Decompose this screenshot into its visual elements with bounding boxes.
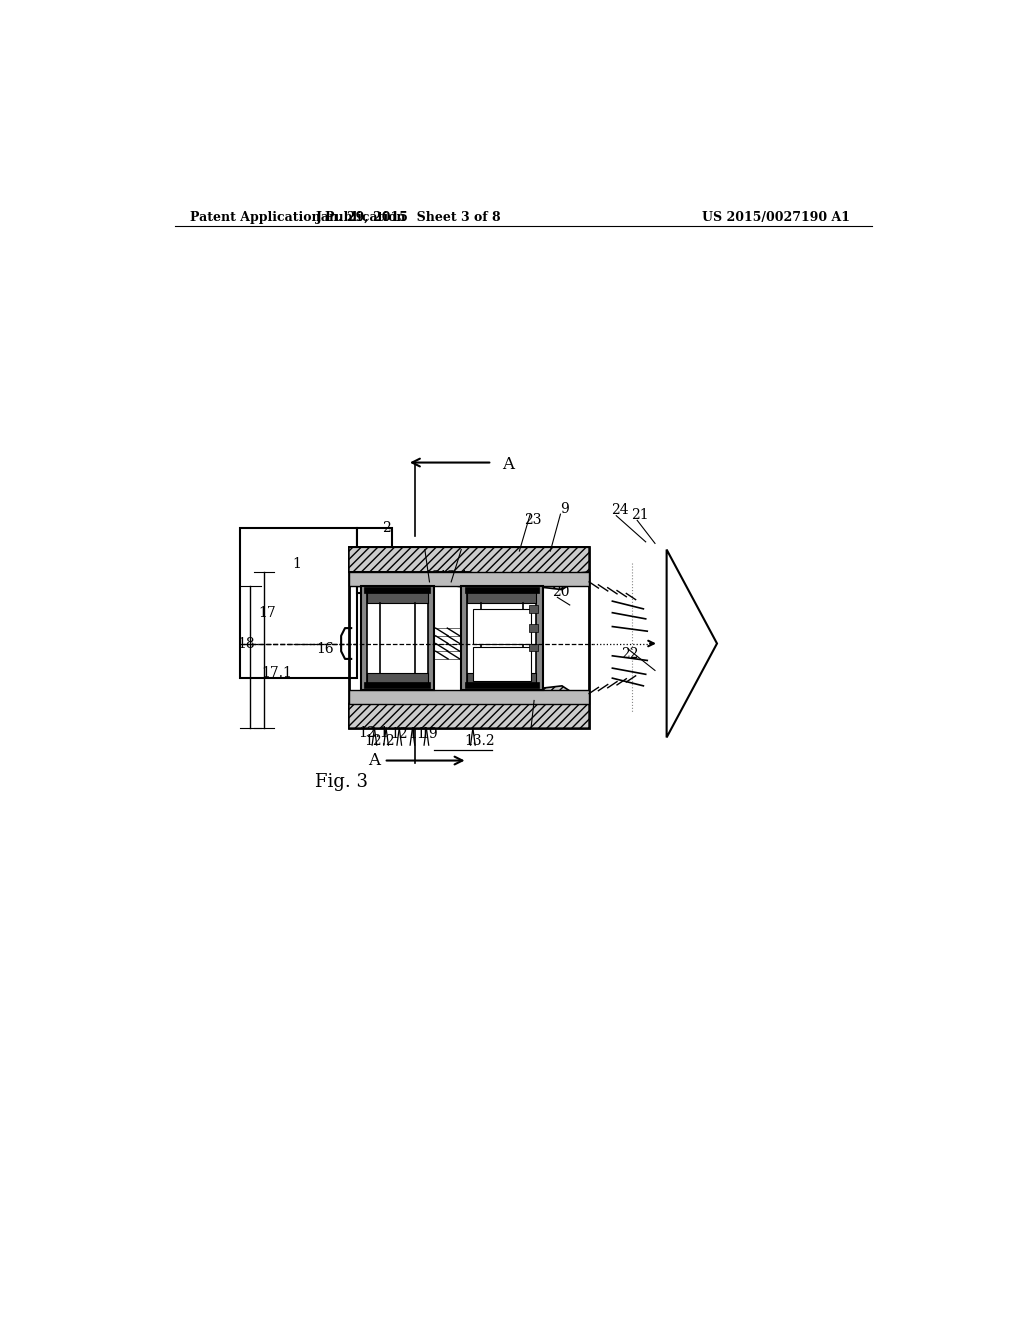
Text: US 2015/0027190 A1: US 2015/0027190 A1 xyxy=(701,211,850,224)
Text: 12: 12 xyxy=(390,727,408,742)
Text: 1: 1 xyxy=(293,557,301,572)
Bar xyxy=(473,647,531,681)
Text: 17.1: 17.1 xyxy=(261,665,292,680)
Bar xyxy=(241,528,356,678)
Text: Fig. 3: Fig. 3 xyxy=(314,774,368,791)
Bar xyxy=(467,591,537,603)
Text: Patent Application Publication: Patent Application Publication xyxy=(190,211,406,224)
Text: 9: 9 xyxy=(560,502,568,516)
Text: 16: 16 xyxy=(316,642,335,656)
Bar xyxy=(349,704,589,729)
Bar xyxy=(356,528,391,594)
Bar xyxy=(465,682,539,688)
Bar xyxy=(528,644,538,651)
Bar xyxy=(349,548,589,572)
Text: 13.1: 13.1 xyxy=(438,569,469,583)
Bar xyxy=(473,609,531,644)
Text: 12.1: 12.1 xyxy=(358,726,389,739)
Text: 2: 2 xyxy=(382,521,390,535)
Polygon shape xyxy=(349,548,589,590)
Text: 11: 11 xyxy=(409,727,426,742)
Polygon shape xyxy=(667,549,717,738)
Bar xyxy=(349,572,589,586)
Bar xyxy=(528,605,538,612)
Bar xyxy=(465,587,539,594)
Bar xyxy=(528,624,538,632)
Text: 22: 22 xyxy=(622,647,639,660)
Text: 17: 17 xyxy=(259,606,276,619)
Bar xyxy=(461,586,543,689)
Bar xyxy=(349,548,589,729)
Text: 21: 21 xyxy=(631,508,648,521)
Bar xyxy=(349,689,589,704)
Text: 12.2: 12.2 xyxy=(365,734,395,747)
Text: 13.2: 13.2 xyxy=(465,734,496,747)
Text: Jan. 29, 2015  Sheet 3 of 8: Jan. 29, 2015 Sheet 3 of 8 xyxy=(315,211,502,224)
Bar xyxy=(365,682,430,688)
Polygon shape xyxy=(349,686,589,729)
Text: A: A xyxy=(502,457,514,474)
Text: 23: 23 xyxy=(524,513,542,527)
Text: 19: 19 xyxy=(420,727,437,742)
Text: 18: 18 xyxy=(238,636,255,651)
Bar xyxy=(367,591,428,684)
Text: 13: 13 xyxy=(423,569,440,583)
Bar xyxy=(360,586,434,689)
Text: 24: 24 xyxy=(611,503,629,517)
Text: 10: 10 xyxy=(527,688,545,702)
Text: A: A xyxy=(369,752,381,770)
Bar xyxy=(367,591,428,603)
Text: 20: 20 xyxy=(552,585,569,599)
Bar xyxy=(467,673,537,684)
Bar xyxy=(367,673,428,684)
Bar xyxy=(467,591,537,684)
Bar xyxy=(365,587,430,594)
